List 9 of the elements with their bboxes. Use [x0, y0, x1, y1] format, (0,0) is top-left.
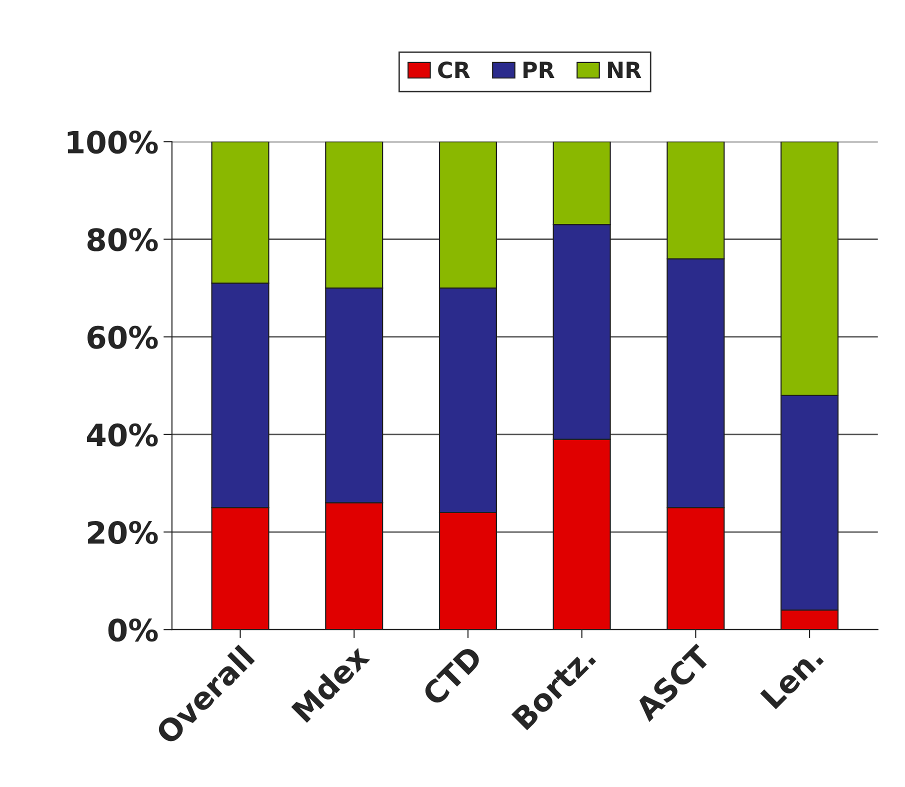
y-tick-label: 0% [108, 618, 158, 642]
y-tick-label: 80% [87, 228, 158, 252]
legend-label: PR [524, 62, 554, 78]
legend-label: CR [438, 62, 470, 78]
y-tick-label: 60% [88, 326, 158, 349]
y-tick-label: 40% [86, 423, 158, 446]
y-tick-label: 20% [88, 520, 158, 544]
legend-label: NR [608, 62, 642, 78]
y-tick-label: 100% [68, 130, 158, 154]
